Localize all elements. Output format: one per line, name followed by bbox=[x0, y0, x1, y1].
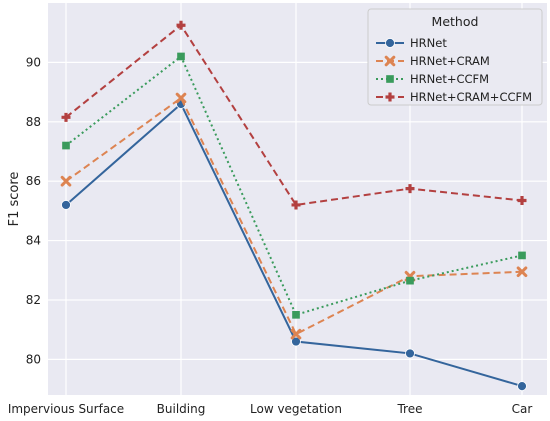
data-point bbox=[292, 310, 300, 319]
x-tick-label: Building bbox=[157, 402, 206, 416]
data-point bbox=[517, 195, 527, 205]
data-point bbox=[176, 20, 186, 30]
data-point bbox=[517, 381, 527, 391]
legend-label: HRNet+CCFM bbox=[410, 72, 489, 86]
series-line bbox=[65, 96, 523, 336]
series-line bbox=[65, 54, 523, 317]
data-point bbox=[385, 92, 395, 102]
y-tick-label: 82 bbox=[26, 293, 41, 307]
legend-label: HRNet+CRAM+CCFM bbox=[410, 90, 532, 104]
data-point bbox=[175, 92, 187, 104]
data-point bbox=[384, 55, 396, 67]
series bbox=[60, 92, 528, 340]
legend-item: HRNet+CRAM+CCFM bbox=[376, 90, 532, 104]
data-point bbox=[405, 184, 415, 194]
data-point bbox=[405, 348, 415, 359]
y-tick-label: 88 bbox=[26, 115, 41, 129]
legend: Method HRNet HRNet+CRAM HRNet+CCFM HRNet+CRA… bbox=[367, 8, 543, 106]
data-point bbox=[516, 266, 528, 278]
data-point bbox=[61, 112, 71, 122]
legend-item: HRNet+CCFM bbox=[376, 72, 489, 86]
data-point bbox=[290, 328, 302, 340]
x-tick-label: Low vegetation bbox=[250, 402, 342, 416]
y-tick-label: 80 bbox=[26, 352, 41, 366]
x-tick-label: Car bbox=[512, 402, 533, 416]
y-axis-label: F1 score bbox=[7, 172, 22, 227]
legend-label: HRNet+CRAM bbox=[410, 54, 490, 68]
data-point bbox=[291, 336, 301, 347]
series bbox=[62, 52, 526, 319]
x-tick-label: Tree bbox=[396, 402, 422, 416]
legend-item: HRNet bbox=[376, 36, 447, 50]
data-point bbox=[385, 38, 395, 48]
series bbox=[61, 20, 527, 210]
legend-box bbox=[367, 8, 543, 106]
data-point bbox=[406, 276, 414, 285]
legend-item: HRNet+CRAM bbox=[376, 54, 490, 68]
data-point bbox=[62, 141, 70, 150]
legend-label: HRNet bbox=[410, 36, 447, 50]
data-point bbox=[291, 200, 301, 210]
data-point bbox=[60, 175, 72, 187]
y-tick-label: 86 bbox=[26, 174, 41, 188]
data-point bbox=[61, 200, 71, 210]
legend-title: Method bbox=[432, 14, 479, 29]
series-group bbox=[60, 20, 528, 391]
data-point bbox=[177, 52, 185, 61]
data-point bbox=[386, 75, 394, 83]
series bbox=[61, 99, 527, 391]
x-axis-ticks: Impervious Surface Building Low vegetation… bbox=[8, 402, 533, 416]
y-tick-label: 84 bbox=[26, 234, 41, 248]
x-tick-label: Impervious Surface bbox=[8, 402, 124, 416]
data-point bbox=[518, 251, 526, 260]
y-tick-label: 90 bbox=[26, 55, 41, 69]
y-axis-ticks: 80 82 84 86 88 90 bbox=[26, 55, 41, 366]
